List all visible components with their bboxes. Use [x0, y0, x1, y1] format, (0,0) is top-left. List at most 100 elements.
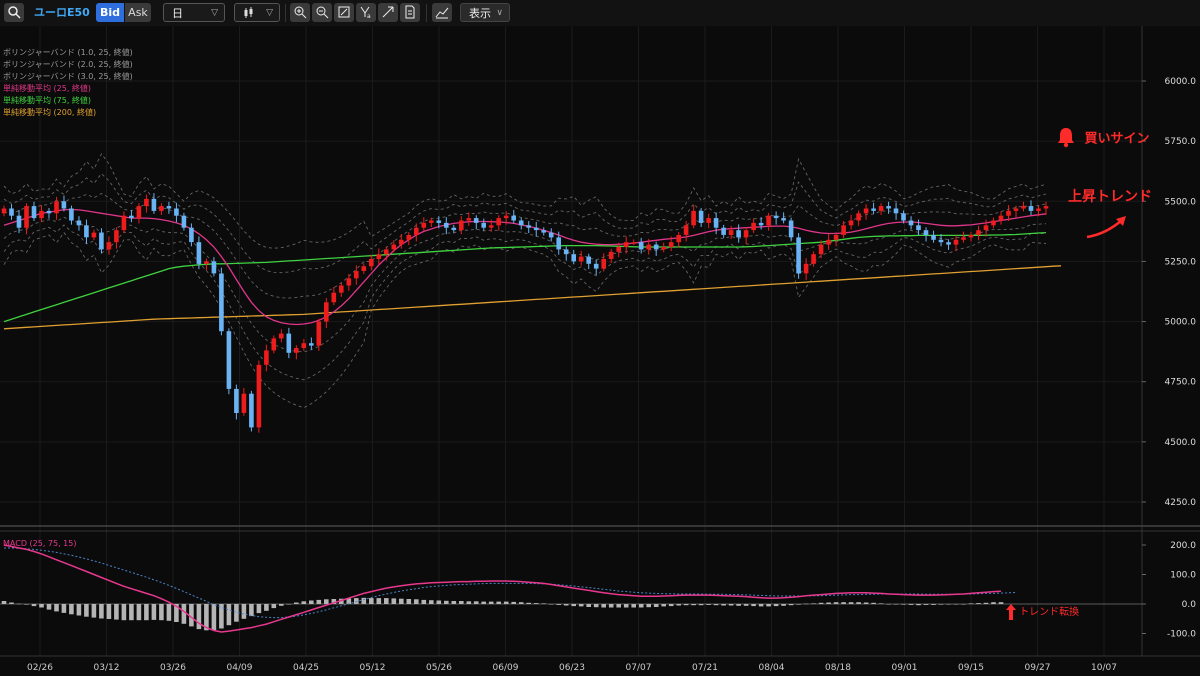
- macd-histogram-bar: [563, 604, 569, 606]
- macd-histogram-bar: [938, 604, 944, 605]
- macd-histogram-bar: [384, 598, 389, 604]
- bollinger-bands: [3, 152, 1047, 409]
- candle: [264, 350, 269, 365]
- display-menu-label: 表示: [469, 7, 491, 20]
- candle: [608, 251, 614, 259]
- macd-histogram-bar: [743, 604, 749, 606]
- legend-item[interactable]: 単純移動平均 (200, 終値): [3, 108, 97, 117]
- bollinger-line: [3, 231, 1047, 409]
- uptrend-arrow-icon: [1086, 216, 1126, 239]
- timeframe-select[interactable]: 日 ▽: [163, 3, 225, 22]
- ask-button[interactable]: Ask: [125, 3, 151, 22]
- macd-histogram-bar: [339, 598, 344, 604]
- candle: [983, 225, 989, 231]
- macd-histogram-bar: [174, 604, 179, 622]
- ma75-line: [3, 231, 1047, 323]
- macd-histogram-bar: [766, 604, 771, 607]
- macd-histogram-bar: [691, 604, 696, 606]
- candle: [1043, 206, 1049, 209]
- candle: [683, 225, 689, 235]
- candle: [728, 230, 734, 235]
- zoom-out-icon[interactable]: [312, 3, 332, 22]
- candle: [1, 208, 7, 214]
- macd-histogram-bar: [121, 604, 127, 621]
- bid-button[interactable]: Bid: [96, 3, 124, 22]
- macd-histogram-bar: [968, 603, 974, 604]
- y-tick-label: 4750.0: [1165, 378, 1197, 388]
- legend-item[interactable]: ボリンジャーバンド (3.0, 25, 終値): [3, 72, 133, 81]
- candle: [503, 215, 509, 219]
- macd-histogram-bar: [294, 602, 299, 604]
- candle: [578, 256, 584, 262]
- macd-histogram-bar: [361, 597, 367, 604]
- y-tick-label: 5250.0: [1165, 257, 1197, 267]
- chart-canvas[interactable]: 6000.0 5750.0 5500.0 5250.0 5000.0 4750.0 4500…: [0, 26, 1200, 676]
- candle: [316, 321, 322, 346]
- macd-histogram-bar: [429, 600, 434, 604]
- macd-histogram-bar: [976, 603, 981, 604]
- legend-item[interactable]: 単純移動平均 (75, 終値): [3, 96, 92, 105]
- indicator-icon[interactable]: [432, 3, 452, 22]
- macd-histogram-bar: [316, 599, 322, 604]
- candle: [226, 331, 232, 389]
- macd-histogram-bar: [601, 604, 606, 608]
- macd-panel: [0, 544, 1142, 633]
- up-arrow-icon: [1006, 604, 1016, 620]
- macd-histogram-bar: [503, 601, 509, 604]
- trend-reversal-annotation: トレンド転換: [1006, 603, 1079, 620]
- x-tick-label: 08/18: [825, 663, 851, 673]
- macd-histogram-bar: [818, 602, 824, 604]
- fit-screen-icon[interactable]: [334, 3, 354, 22]
- legend-item[interactable]: ボリンジャーバンド (1.0, 25, 終値): [3, 48, 133, 57]
- macd-histogram-bar: [444, 600, 449, 604]
- legend-item[interactable]: ボリンジャーバンド (2.0, 25, 終値): [3, 60, 133, 69]
- macd-histogram-bar: [451, 601, 457, 604]
- candle: [1013, 208, 1019, 211]
- candle: [286, 333, 292, 353]
- candle: [166, 206, 172, 209]
- chart-type-select[interactable]: ▽: [234, 3, 280, 22]
- macd-histogram-bar: [54, 604, 59, 612]
- candle: [743, 230, 749, 238]
- candle: [841, 225, 846, 235]
- candle: [196, 242, 202, 264]
- x-tick-label: 08/04: [759, 663, 785, 673]
- macd-histogram-bar: [608, 604, 614, 608]
- legend-item[interactable]: 単純移動平均 (25, 終値): [3, 84, 92, 93]
- candle: [833, 235, 839, 240]
- candle: [893, 208, 899, 214]
- candle: [84, 225, 89, 238]
- fibonacci-icon[interactable]: [378, 3, 398, 22]
- x-tick-label: 09/27: [1025, 663, 1051, 673]
- macd-histogram-bar: [76, 604, 82, 616]
- zoom-in-icon[interactable]: [290, 3, 310, 22]
- draw-tool-icon[interactable]: a: [356, 3, 376, 22]
- display-menu-button[interactable]: 表示 ∨: [460, 3, 510, 22]
- document-icon[interactable]: [400, 3, 420, 22]
- symbol-label[interactable]: ユーロE50: [34, 6, 90, 19]
- candle: [219, 273, 224, 332]
- candle: [653, 244, 659, 250]
- macd-histogram-bar: [114, 604, 119, 620]
- candle: [159, 206, 164, 211]
- candle: [391, 244, 397, 250]
- macd-histogram-bar: [331, 599, 337, 604]
- macd-histogram-bar: [871, 602, 876, 604]
- candle: [106, 242, 112, 250]
- macd-histogram-bar: [219, 604, 224, 629]
- candle: [758, 222, 764, 226]
- candle: [181, 215, 187, 228]
- macd-histogram-bar: [991, 602, 996, 604]
- macd-histogram-bar: [556, 604, 561, 605]
- search-icon[interactable]: [4, 3, 24, 22]
- macd-histogram-bar: [69, 604, 74, 615]
- bollinger-line: [3, 192, 1047, 299]
- macd-histogram-bar: [578, 604, 584, 607]
- macd-histogram-bar: [31, 604, 37, 607]
- candle: [331, 292, 337, 303]
- macd-histogram-bar: [16, 603, 22, 605]
- grid: [0, 26, 1200, 676]
- macd-histogram-bar: [998, 602, 1004, 604]
- candle: [324, 302, 329, 322]
- chevron-down-icon: ▽: [266, 8, 273, 18]
